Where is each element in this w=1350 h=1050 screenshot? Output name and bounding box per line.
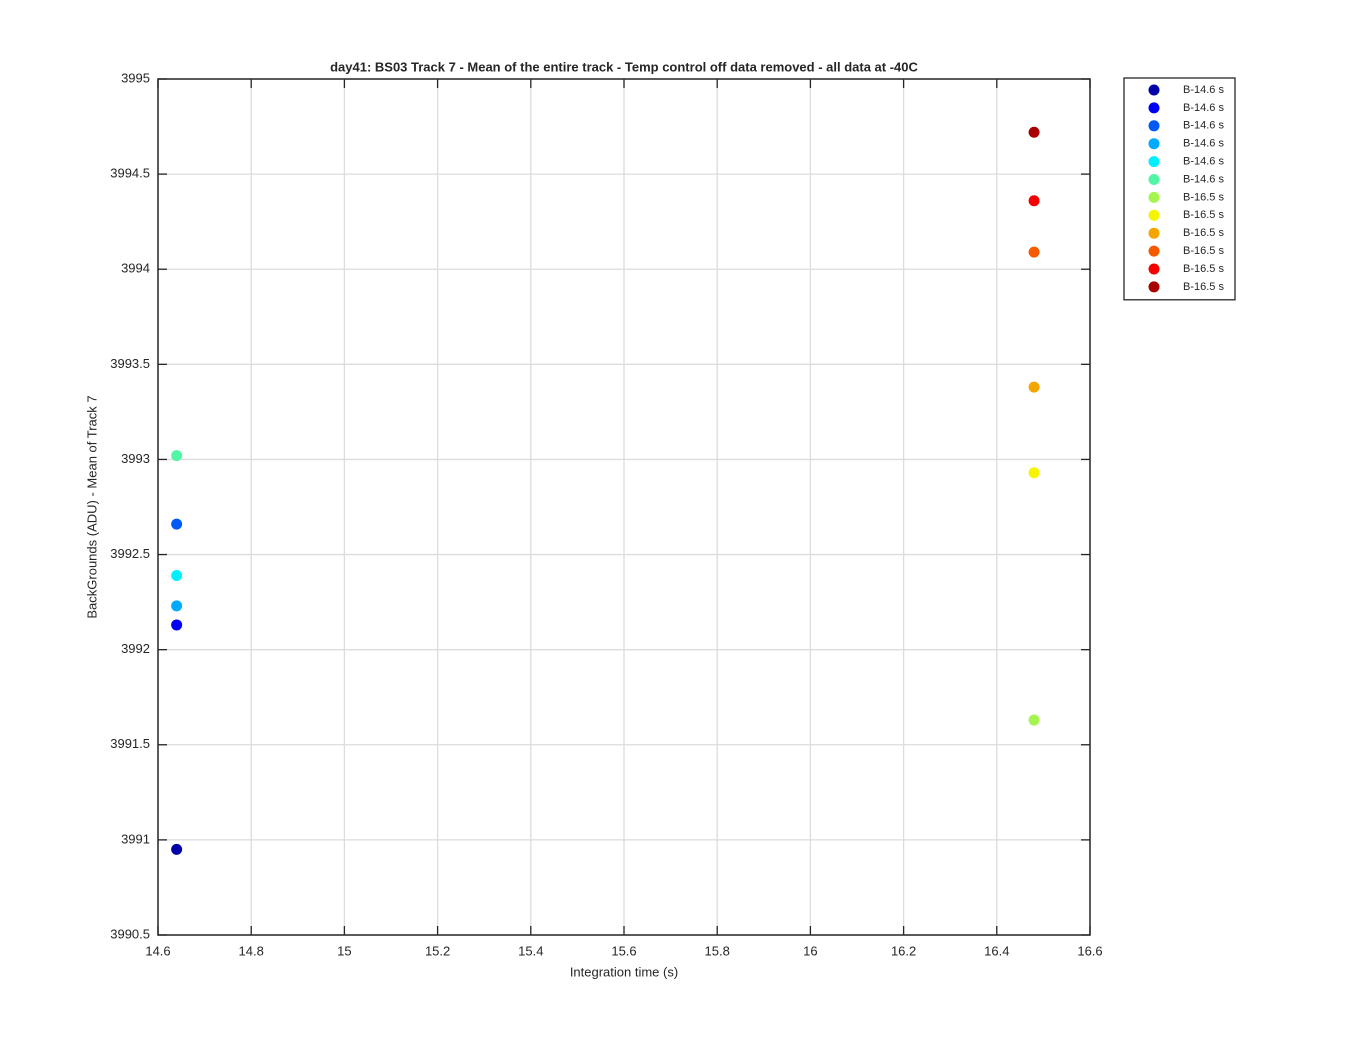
- y-tick-label: 3991: [121, 831, 150, 846]
- x-tick-label: 16.2: [891, 943, 916, 958]
- legend-label: B-14.6 s: [1183, 173, 1224, 185]
- x-tick-label: 15.2: [425, 943, 450, 958]
- point: [171, 843, 183, 855]
- x-tick-label: 16.6: [1077, 943, 1102, 958]
- legend-label: B-16.5 s: [1183, 227, 1224, 239]
- y-tick-label: 3990.5: [110, 926, 150, 941]
- y-tick-label: 3994.5: [110, 166, 150, 181]
- point: [171, 450, 183, 462]
- point: [1028, 126, 1040, 138]
- point: [1028, 195, 1040, 207]
- x-axis-label: Integration time (s): [570, 964, 678, 979]
- point: [1028, 714, 1040, 726]
- point: [171, 600, 183, 612]
- x-tick-label: 16.4: [984, 943, 1009, 958]
- x-tick-label: 14.8: [239, 943, 264, 958]
- point: [1028, 246, 1040, 258]
- x-tick-label: 14.6: [145, 943, 170, 958]
- plot-frame: [157, 78, 1091, 936]
- x-tick-label: 15.8: [705, 943, 730, 958]
- legend-label: B-16.5 s: [1183, 263, 1224, 275]
- chart-title: day41: BS03 Track 7 - Mean of the entire…: [330, 59, 918, 74]
- legend-label: B-16.5 s: [1183, 245, 1224, 257]
- legend-marker: [1148, 84, 1160, 96]
- legend-label: B-16.5 s: [1183, 281, 1224, 293]
- legend-marker: [1148, 120, 1160, 132]
- y-tick-label: 3995: [121, 70, 150, 85]
- legend-marker: [1148, 245, 1160, 257]
- y-tick-label: 3992.5: [110, 546, 150, 561]
- legend-marker: [1148, 138, 1160, 150]
- legend-marker: [1148, 174, 1160, 185]
- legend-label: B-16.5 s: [1183, 209, 1224, 221]
- legend-marker: [1148, 102, 1160, 114]
- x-tick-label: 15.4: [518, 943, 543, 958]
- legend-marker: [1148, 191, 1160, 203]
- x-tick-label: 15: [337, 943, 351, 958]
- y-tick-label: 3993.5: [110, 356, 150, 371]
- y-tick-label: 3994: [121, 261, 150, 276]
- legend-marker: [1148, 281, 1160, 293]
- legend-label: B-14.6 s: [1183, 156, 1224, 168]
- legend-marker: [1148, 227, 1160, 239]
- legend-label: B-16.5 s: [1183, 191, 1224, 203]
- legend-box: [1123, 77, 1236, 301]
- x-tick-label: 16: [803, 943, 817, 958]
- point: [171, 569, 183, 581]
- legend-label: B-14.6 s: [1183, 84, 1224, 96]
- x-tick-label: 15.6: [611, 943, 636, 958]
- legend-label: B-14.6 s: [1183, 120, 1224, 132]
- point: [1028, 467, 1040, 479]
- legend-label: B-14.6 s: [1183, 138, 1224, 150]
- point: [171, 518, 183, 530]
- y-tick-label: 3992: [121, 641, 150, 656]
- y-tick-label: 3991.5: [110, 736, 150, 751]
- legend-marker: [1148, 263, 1160, 275]
- y-axis-label: BackGrounds (ADU) - Mean of Track 7: [84, 395, 99, 618]
- point: [1028, 381, 1040, 393]
- y-tick-label: 3993: [121, 451, 150, 466]
- legend-marker: [1148, 209, 1160, 221]
- legend-label: B-14.6 s: [1183, 102, 1224, 114]
- point: [171, 619, 183, 631]
- legend-marker: [1148, 156, 1160, 168]
